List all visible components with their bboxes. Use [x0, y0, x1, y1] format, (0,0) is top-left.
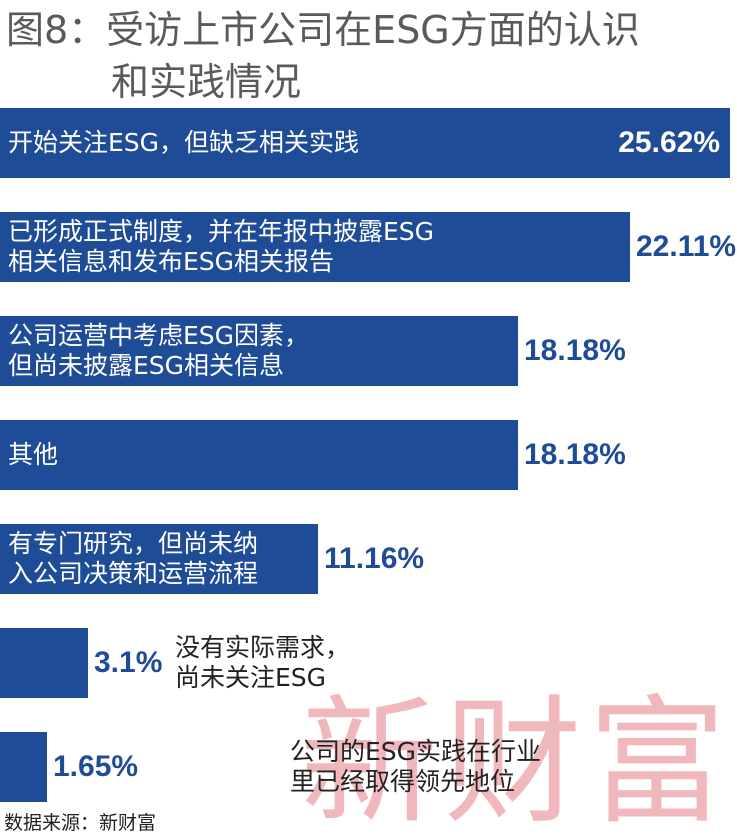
chart-title: 图8：受访上市公司在ESG方面的认识 和实践情况 [6, 4, 734, 108]
bar-6 [0, 628, 88, 698]
value-label-5: 11.16% [324, 542, 425, 575]
value-label-3: 18.18% [524, 334, 626, 367]
value-label-2: 22.11% [636, 230, 737, 263]
category-label-3: 公司运营中考虑ESG因素， 但尚未披露ESG相关信息 [8, 321, 310, 380]
category-label-4: 其他 [8, 440, 59, 469]
value-label-7: 1.65% [53, 750, 139, 783]
bar-5 [0, 524, 318, 594]
category-label-1: 开始关注ESG，但缺乏相关实践 [8, 128, 360, 157]
value-label-1: 25.62% [618, 126, 720, 159]
category-label-6: 没有实际需求， 尚未关注ESG [175, 633, 351, 692]
category-label-5: 有专门研究，但尚未纳 入公司决策和运营流程 [8, 529, 259, 588]
value-label-6: 3.1% [94, 646, 163, 679]
bar-1 [0, 108, 730, 178]
watermark: 新财富 [300, 688, 733, 838]
category-label-2: 已形成正式制度，并在年报中披露ESG 相关信息和发布ESG相关报告 [8, 217, 435, 276]
bar-2 [0, 212, 630, 282]
category-label-7: 公司的ESG实践在行业 里已经取得领先地位 [290, 737, 542, 796]
chart-title-line1: 图8：受访上市公司在ESG方面的认识 [6, 8, 640, 52]
bar-3 [0, 316, 518, 386]
bar-4 [0, 420, 518, 490]
value-label-4: 18.18% [524, 438, 626, 471]
bar-7 [0, 732, 47, 802]
chart-title-line2: 和实践情况 [111, 60, 302, 104]
source-note: 数据来源：新财富 [4, 812, 157, 834]
